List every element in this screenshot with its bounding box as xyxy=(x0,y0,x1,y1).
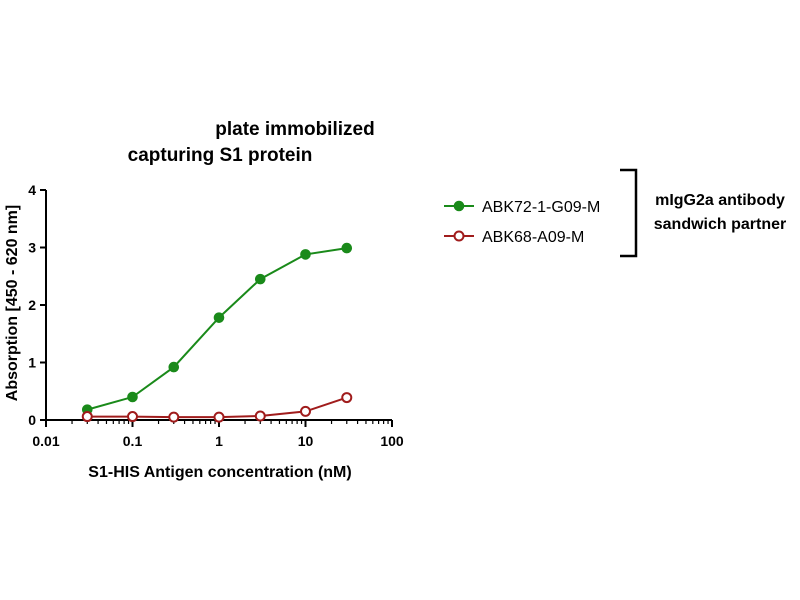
legend: ABK72-1-G09-M ABK68-A09-M xyxy=(444,199,600,246)
data-point xyxy=(341,392,353,404)
data-point xyxy=(213,411,225,423)
y-tick-label: 0 xyxy=(28,412,36,428)
y-tick-label: 2 xyxy=(28,297,36,313)
legend-marker-1 xyxy=(453,200,465,212)
data-point xyxy=(300,405,311,417)
chart-title-line-1: plate immobilized xyxy=(215,119,374,140)
axes xyxy=(45,190,392,421)
ticks: 0 1 2 3 4 0.01 0.1 1 10 100 xyxy=(28,182,404,449)
data-point xyxy=(254,273,266,285)
y-axis-title: Absorption [450 - 620 nm] xyxy=(4,205,21,401)
x-tick-label: 1 xyxy=(215,433,223,449)
data-point xyxy=(341,242,353,254)
x-tick-label: 10 xyxy=(298,433,314,449)
data-point xyxy=(213,312,225,323)
series-line-1 xyxy=(87,247,347,411)
series-layer xyxy=(81,242,353,423)
legend-bracket xyxy=(620,168,638,258)
data-point xyxy=(168,411,180,423)
data-point xyxy=(168,361,180,373)
chart-title-line-2: capturing S1 protein xyxy=(128,145,313,166)
x-tick-label: 0.1 xyxy=(123,433,143,449)
y-tick-label: 1 xyxy=(28,355,36,371)
x-axis-title: S1-HIS Antigen concentration (nM) xyxy=(88,464,351,481)
legend-marker-2 xyxy=(453,230,465,242)
legend-label-2: ABK68-A09-M xyxy=(482,229,584,246)
bracket-label-line-1: mIgG2a antibody xyxy=(655,192,785,209)
data-point xyxy=(127,411,138,423)
data-point xyxy=(300,249,311,260)
legend-label-1: ABK72-1-G09-M xyxy=(482,199,600,216)
data-point xyxy=(127,391,138,403)
bracket-label-line-2: sandwich partner xyxy=(654,216,786,233)
data-point xyxy=(254,410,266,422)
y-tick-label: 4 xyxy=(28,182,36,198)
y-tick-label: 3 xyxy=(28,240,36,256)
x-tick-label: 100 xyxy=(380,433,404,449)
x-tick-label: 0.01 xyxy=(32,433,59,449)
data-point xyxy=(81,411,93,423)
